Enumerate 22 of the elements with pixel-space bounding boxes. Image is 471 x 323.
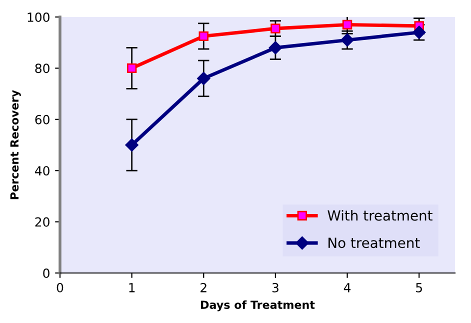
- point: [125, 138, 138, 152]
- x-axis-title: Days of Treatment: [201, 300, 315, 312]
- y-tick-label: 40: [34, 166, 50, 176]
- y-tick-label: 80: [35, 64, 50, 74]
- y-tick-label: 100: [28, 12, 50, 22]
- legend-label: No treatment: [328, 238, 420, 248]
- y-tick-label: 0: [43, 268, 50, 278]
- legend-label: With treatment: [328, 210, 432, 221]
- y-axis-title: Percent Recovery: [10, 90, 21, 200]
- point: [268, 41, 282, 54]
- y-tick-label: 60: [35, 114, 50, 124]
- point: [197, 72, 210, 86]
- x-tick-label: 2: [200, 282, 206, 292]
- x-tick-label: 3: [272, 282, 278, 292]
- x-tick-label: 5: [416, 283, 422, 292]
- x-tick-label: 4: [344, 283, 351, 292]
- point: [198, 31, 208, 42]
- x-tick-label: 0: [56, 282, 64, 292]
- x-tick-label: 1: [129, 283, 135, 292]
- y-tick-label: 20: [35, 217, 50, 227]
- point: [126, 63, 137, 74]
- point: [270, 24, 280, 34]
